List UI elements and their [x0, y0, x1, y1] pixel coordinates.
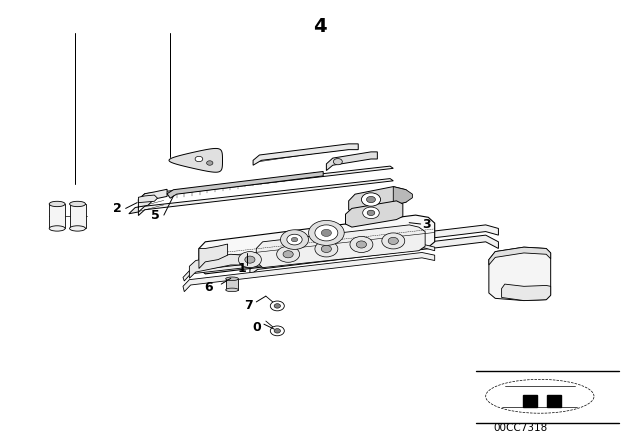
- Ellipse shape: [70, 226, 86, 231]
- Circle shape: [367, 210, 375, 215]
- Polygon shape: [199, 215, 435, 274]
- Circle shape: [321, 246, 332, 253]
- Circle shape: [195, 156, 203, 162]
- Circle shape: [245, 256, 255, 263]
- Circle shape: [308, 220, 344, 246]
- Polygon shape: [253, 144, 358, 165]
- Polygon shape: [326, 152, 378, 171]
- Polygon shape: [189, 254, 244, 278]
- Polygon shape: [49, 204, 65, 228]
- Ellipse shape: [49, 201, 65, 207]
- Circle shape: [274, 304, 280, 308]
- Polygon shape: [523, 396, 537, 406]
- Circle shape: [291, 237, 298, 242]
- Text: 3: 3: [422, 217, 431, 231]
- Polygon shape: [226, 279, 239, 290]
- Text: 6: 6: [204, 281, 212, 294]
- Polygon shape: [138, 195, 157, 202]
- Circle shape: [207, 161, 213, 165]
- Circle shape: [270, 301, 284, 311]
- Polygon shape: [183, 253, 435, 292]
- Circle shape: [315, 241, 338, 257]
- Circle shape: [356, 241, 367, 248]
- Text: 1: 1: [237, 262, 246, 275]
- Polygon shape: [349, 187, 406, 213]
- Polygon shape: [70, 204, 86, 228]
- Circle shape: [388, 237, 398, 245]
- Circle shape: [239, 252, 261, 267]
- Ellipse shape: [49, 226, 65, 231]
- Circle shape: [362, 193, 381, 206]
- Polygon shape: [547, 396, 561, 406]
- Circle shape: [363, 207, 380, 219]
- Ellipse shape: [226, 277, 239, 280]
- Polygon shape: [282, 225, 499, 260]
- Polygon shape: [169, 148, 223, 172]
- Circle shape: [280, 230, 308, 250]
- Polygon shape: [199, 244, 228, 268]
- Circle shape: [367, 196, 376, 202]
- Text: 4: 4: [313, 17, 327, 36]
- Circle shape: [270, 326, 284, 336]
- Polygon shape: [346, 201, 403, 227]
- Polygon shape: [489, 247, 550, 301]
- Polygon shape: [138, 166, 394, 203]
- Polygon shape: [167, 172, 323, 198]
- Ellipse shape: [70, 201, 86, 207]
- Polygon shape: [256, 225, 425, 267]
- Circle shape: [382, 233, 404, 249]
- Text: 0: 0: [252, 321, 260, 334]
- Ellipse shape: [226, 288, 239, 292]
- Text: 7: 7: [244, 298, 253, 311]
- Circle shape: [315, 225, 338, 241]
- Polygon shape: [129, 189, 167, 214]
- Circle shape: [283, 251, 293, 258]
- Circle shape: [287, 234, 302, 245]
- Polygon shape: [138, 179, 394, 215]
- Text: 00CC7318: 00CC7318: [493, 423, 548, 433]
- Polygon shape: [250, 235, 499, 275]
- Polygon shape: [394, 187, 412, 205]
- Circle shape: [350, 237, 373, 253]
- Circle shape: [276, 246, 300, 262]
- Text: 5: 5: [151, 209, 160, 222]
- Circle shape: [333, 159, 342, 165]
- Polygon shape: [183, 244, 435, 281]
- Polygon shape: [502, 284, 550, 301]
- Polygon shape: [489, 247, 550, 265]
- Circle shape: [321, 229, 332, 237]
- Text: 2: 2: [113, 202, 122, 215]
- Circle shape: [274, 329, 280, 333]
